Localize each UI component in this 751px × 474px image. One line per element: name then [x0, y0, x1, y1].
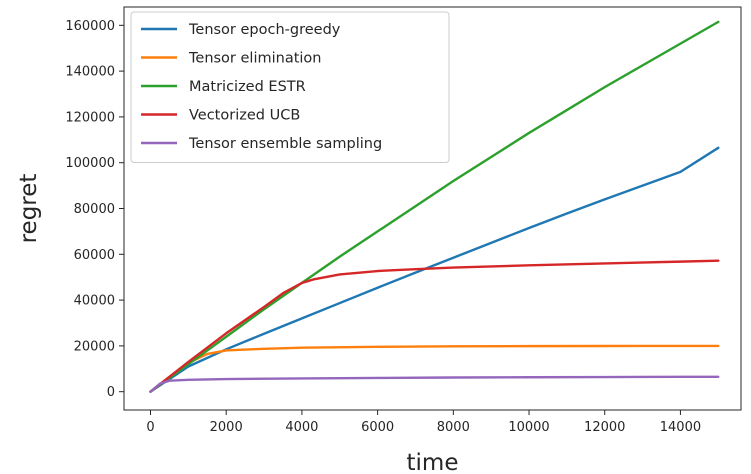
legend: Tensor epoch-greedy Tensor elimination Mat…	[130, 11, 450, 163]
y-tick-label: 140000	[65, 65, 115, 80]
x-tick-label: 8000	[437, 420, 470, 435]
series-line	[149, 375, 720, 393]
series-line	[149, 20, 720, 393]
y-axis-label: regret	[16, 174, 42, 244]
y-tick-label: 60000	[74, 248, 115, 263]
plot-lines	[149, 20, 720, 393]
legend-label: Tensor ensemble sampling	[188, 136, 382, 152]
x-tick-label: 2000	[210, 420, 243, 435]
y-tick-label: 0	[107, 385, 115, 400]
x-tick-label: 6000	[361, 420, 394, 435]
x-tick-label: 12000	[584, 420, 625, 435]
series-line	[149, 259, 720, 393]
x-tick-label: 4000	[285, 420, 318, 435]
legend-label: Tensor elimination	[188, 51, 321, 67]
x-tick-label: 14000	[660, 420, 701, 435]
x-axis-ticks: 0 2000 4000 6000 8000 10000 12000 14000	[146, 410, 701, 435]
y-tick-label: 20000	[74, 339, 115, 354]
y-tick-label: 120000	[65, 110, 115, 125]
y-axis-ticks: 0 20000 40000 60000 80000 100000 120000 140000 1…	[65, 19, 124, 400]
series-line	[149, 344, 720, 393]
legend-label: Tensor epoch-greedy	[188, 22, 341, 38]
legend-label: Matricized ESTR	[189, 79, 306, 95]
y-tick-label: 160000	[65, 19, 115, 34]
series-line	[149, 146, 720, 393]
y-tick-label: 80000	[74, 202, 115, 217]
x-tick-label: 0	[146, 420, 154, 435]
legend-box	[130, 11, 450, 163]
y-tick-label: 40000	[74, 294, 115, 309]
x-axis-label: time	[407, 450, 459, 474]
y-tick-label: 100000	[65, 156, 115, 171]
x-tick-label: 10000	[508, 420, 549, 435]
legend-label: Vectorized UCB	[189, 108, 300, 124]
